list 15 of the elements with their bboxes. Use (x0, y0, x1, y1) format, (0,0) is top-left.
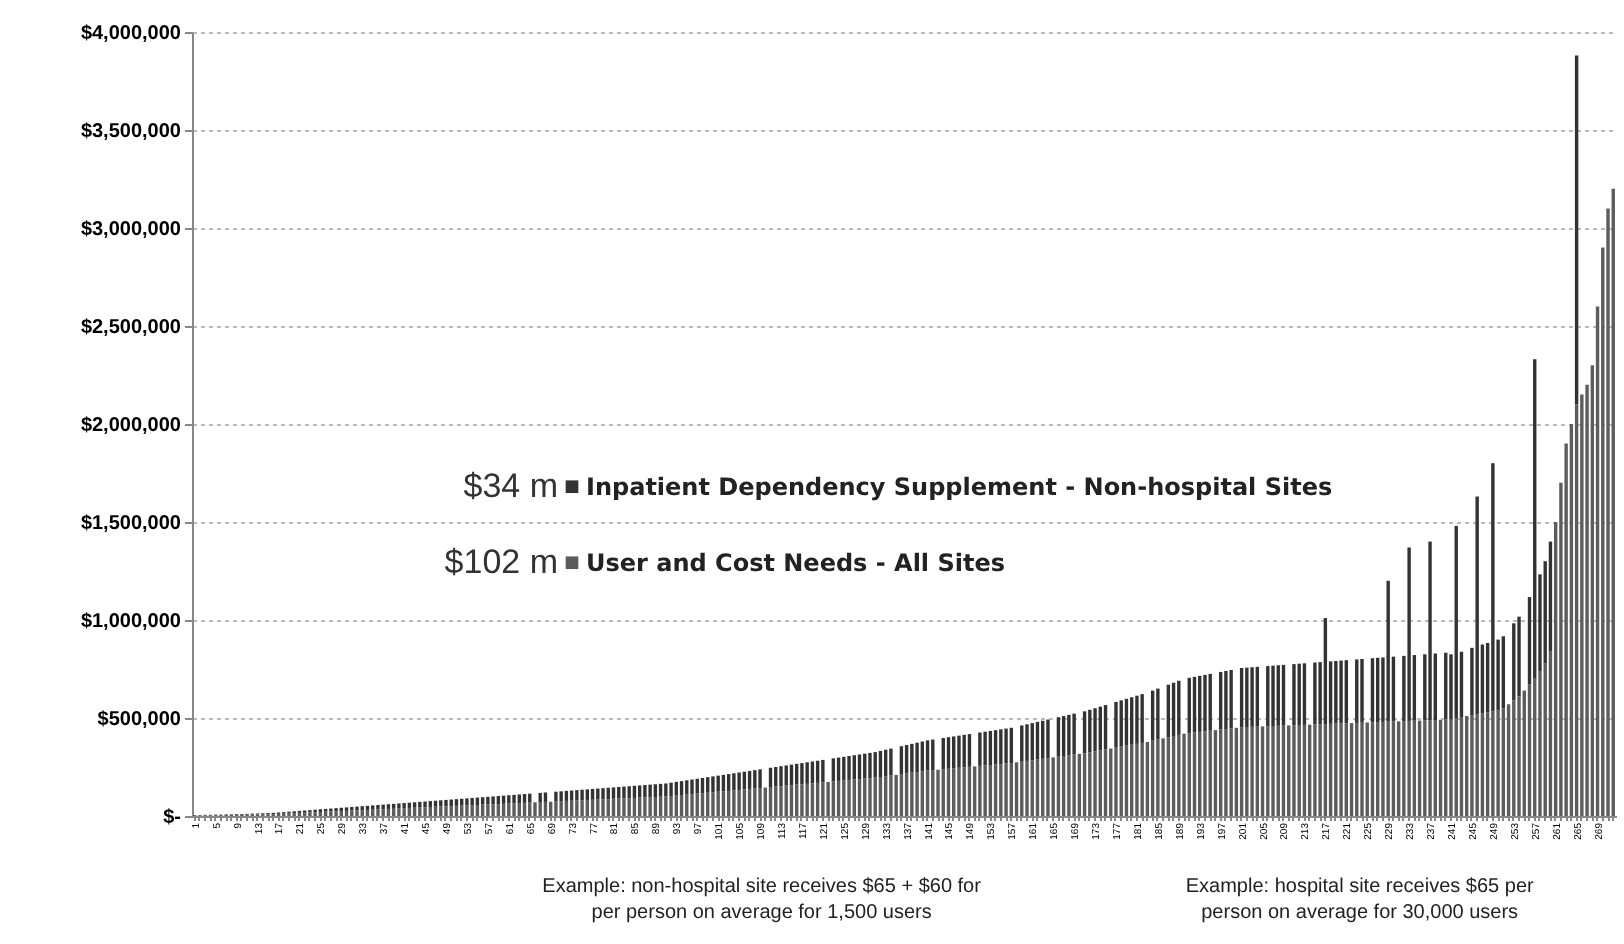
annotation: $34 m (463, 466, 558, 505)
text: Example: hospital site receives $65 per person on average for 30,000 users (1185, 876, 1535, 924)
y-tick-label: $500,000 (97, 709, 182, 731)
legend-label: Inpatient Dependency Supplement - Non-hospital Sites (586, 472, 1333, 501)
y-tick-label: $4,000,000 (80, 23, 182, 45)
text: Example: non-hospital site receives $65 + $60 for per person on average for 1,500 users (542, 876, 983, 924)
legend-label: User and Cost Needs - All Sites (586, 548, 1005, 577)
y-tick-label: $1,500,000 (80, 513, 182, 535)
y-tick-label: $2,000,000 (80, 415, 182, 437)
annotation: $102 m (444, 542, 558, 581)
y-tick-label: $1,000,000 (80, 611, 182, 633)
y-tick-label: $3,000,000 (80, 219, 182, 241)
y-tick-label: $- (163, 807, 181, 829)
y-tick-label: $3,500,000 (80, 121, 182, 143)
y-tick-label: $2,500,000 (80, 317, 182, 339)
